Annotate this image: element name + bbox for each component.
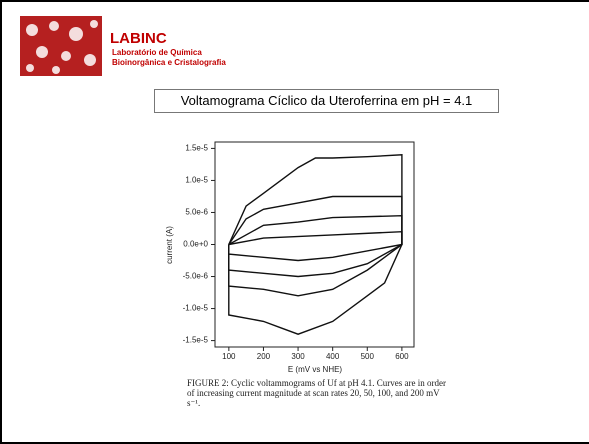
y-axis-label: current (A) <box>165 226 174 264</box>
org-line: Bioinorgânica e Cristalografia <box>112 58 226 67</box>
logo <box>20 16 102 76</box>
x-axis-label: E (mV vs NHE) <box>288 365 343 374</box>
x-tick-label: 600 <box>395 352 409 361</box>
x-tick-label: 100 <box>222 352 236 361</box>
org-line: Laboratório de Química <box>112 48 202 57</box>
slide-title: Voltamograma Cíclico da Uteroferrina em … <box>154 89 499 113</box>
x-tick-label: 300 <box>291 352 305 361</box>
y-tick-label: 0.0e+0 <box>183 240 208 249</box>
org-name: LABINC <box>110 30 167 47</box>
chart: E (mV vs NHE) current (A) 1.5e-5 1.0e-5 5.… <box>165 141 415 374</box>
caption: FIGURE 2: Cyclic voltammograms of Uf at … <box>187 378 446 408</box>
x-tick-label: 500 <box>361 352 375 361</box>
y-tick-label: -1.5e-5 <box>183 336 209 345</box>
x-tick-label: 200 <box>257 352 271 361</box>
y-tick-label: 5.0e-6 <box>185 208 208 217</box>
y-tick-label: 1.0e-5 <box>185 176 208 185</box>
y-tick-label: -5.0e-6 <box>183 272 209 281</box>
curve <box>228 154 403 335</box>
curve <box>228 195 403 297</box>
x-tick-label: 400 <box>326 352 340 361</box>
plot-frame <box>214 141 415 348</box>
curve <box>228 230 403 262</box>
y-tick-label: -1.0e-5 <box>183 304 209 313</box>
curve <box>228 214 403 278</box>
y-tick-label: 1.5e-5 <box>185 144 208 153</box>
